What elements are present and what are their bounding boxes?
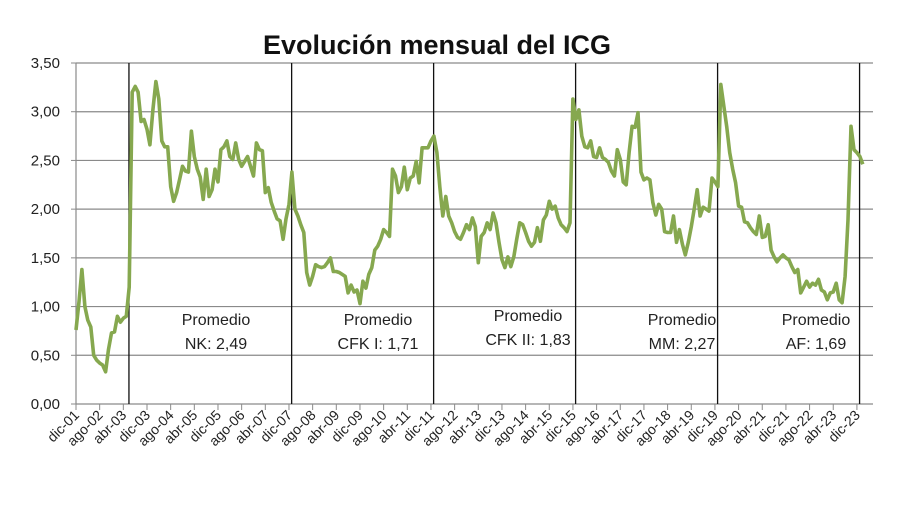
annotation-nk-label: Promedio	[182, 312, 251, 329]
gridlines	[75, 62, 873, 405]
chart-title: Evolución mensual del ICG	[263, 30, 611, 60]
y-tick-label: 3,00	[31, 104, 60, 121]
annotation-cfk2-value: CFK II: 1,83	[485, 332, 570, 349]
annotation-mm-label: Promedio	[648, 312, 717, 329]
period-dividers	[128, 63, 861, 404]
annotation-cfk2-label: Promedio	[494, 308, 563, 325]
icg-series-line	[74, 79, 865, 374]
y-tick-label: 3,50	[31, 55, 60, 72]
annotation-cfk1-label: Promedio	[344, 312, 413, 329]
y-tick-label: 2,00	[31, 201, 60, 218]
y-tick-label: 1,00	[31, 299, 60, 316]
x-axis: dic-01ago-02abr-03dic-03ago-04abr-05dic-…	[44, 404, 863, 449]
annotation-af-label: Promedio	[782, 312, 851, 329]
y-tick-label: 1,50	[31, 250, 60, 267]
y-tick-label: 2,50	[31, 152, 60, 169]
period-annotations: Promedio NK: 2,49 Promedio CFK I: 1,71 P…	[182, 308, 851, 353]
annotation-cfk1-value: CFK I: 1,71	[338, 336, 419, 353]
y-tick-label: 0,50	[31, 347, 60, 364]
annotation-nk-value: NK: 2,49	[185, 336, 247, 353]
annotation-af-value: AF: 1,69	[786, 336, 847, 353]
y-tick-label: 0,00	[31, 396, 60, 413]
y-axis: 0,00 0,50 1,00 1,50 2,00 2,50 3,00 3,50	[31, 55, 76, 413]
annotation-mm-value: MM: 2,27	[649, 336, 716, 353]
